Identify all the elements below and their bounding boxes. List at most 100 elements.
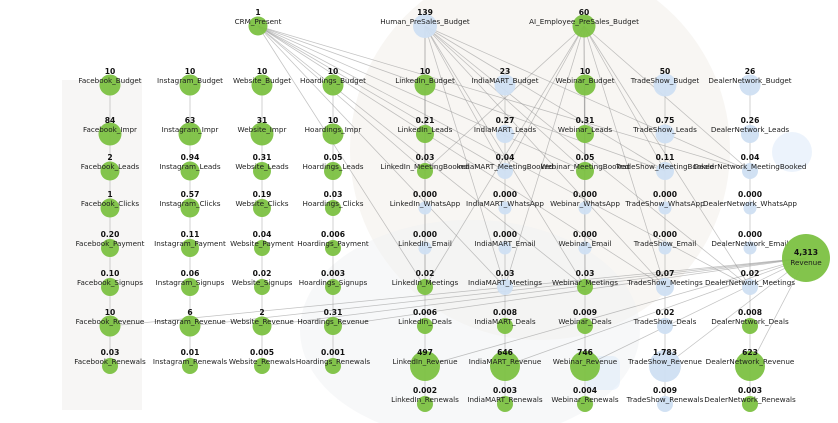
node-circle[interactable] — [100, 161, 120, 181]
node-circle[interactable] — [182, 358, 198, 374]
node-circle[interactable] — [741, 125, 759, 143]
node-circle[interactable] — [417, 279, 433, 295]
node-circle[interactable] — [658, 201, 672, 215]
node-circle[interactable] — [655, 124, 675, 144]
node-circle[interactable] — [325, 358, 341, 374]
node-circle[interactable] — [253, 199, 271, 217]
node-circle[interactable] — [181, 239, 199, 257]
node-circle[interactable] — [322, 74, 344, 96]
node-circle[interactable] — [742, 279, 758, 295]
node-circle[interactable] — [181, 278, 199, 296]
node-circle[interactable] — [98, 122, 122, 146]
node-circle[interactable] — [254, 240, 270, 256]
node-circle[interactable] — [410, 351, 440, 381]
node-circle[interactable] — [577, 318, 593, 334]
node-circle[interactable] — [253, 162, 271, 180]
node-circle[interactable] — [413, 14, 437, 38]
node-circle[interactable] — [494, 74, 516, 96]
node-circle[interactable] — [649, 350, 681, 382]
node-circle[interactable] — [417, 163, 433, 179]
node-circle[interactable] — [497, 279, 513, 295]
node-circle[interactable] — [742, 318, 758, 334]
node-circle[interactable] — [578, 201, 592, 215]
node-circle[interactable] — [325, 200, 341, 216]
node-circle[interactable] — [101, 278, 119, 296]
node-circle[interactable] — [498, 201, 512, 215]
node-circle[interactable] — [656, 278, 674, 296]
node-circle[interactable] — [179, 74, 201, 96]
node-circle[interactable] — [782, 234, 830, 282]
node-circle[interactable] — [576, 162, 594, 180]
node-circle[interactable] — [498, 241, 512, 255]
node-circle[interactable] — [100, 198, 120, 218]
node-circle[interactable] — [657, 318, 673, 334]
node-circle[interactable] — [576, 125, 594, 143]
node-circle[interactable] — [743, 201, 757, 215]
node-circle[interactable] — [497, 396, 513, 412]
node-circle[interactable] — [735, 351, 765, 381]
node-circle[interactable] — [742, 163, 758, 179]
node-circle[interactable] — [254, 279, 270, 295]
node-circle[interactable] — [324, 162, 342, 180]
node-circle[interactable] — [574, 74, 596, 96]
node-circle[interactable] — [657, 396, 673, 412]
node-circle[interactable] — [577, 279, 593, 295]
node-circle[interactable] — [572, 14, 596, 38]
